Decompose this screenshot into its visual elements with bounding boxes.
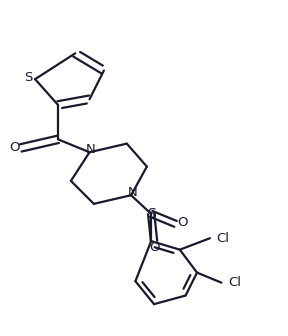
Text: Cl: Cl [216,232,229,245]
Text: O: O [177,216,188,229]
Text: S: S [147,207,156,221]
Text: O: O [9,141,20,155]
Text: N: N [86,143,96,157]
Text: S: S [24,71,32,84]
Text: N: N [128,186,137,200]
Text: Cl: Cl [228,276,241,289]
Text: O: O [149,241,159,254]
